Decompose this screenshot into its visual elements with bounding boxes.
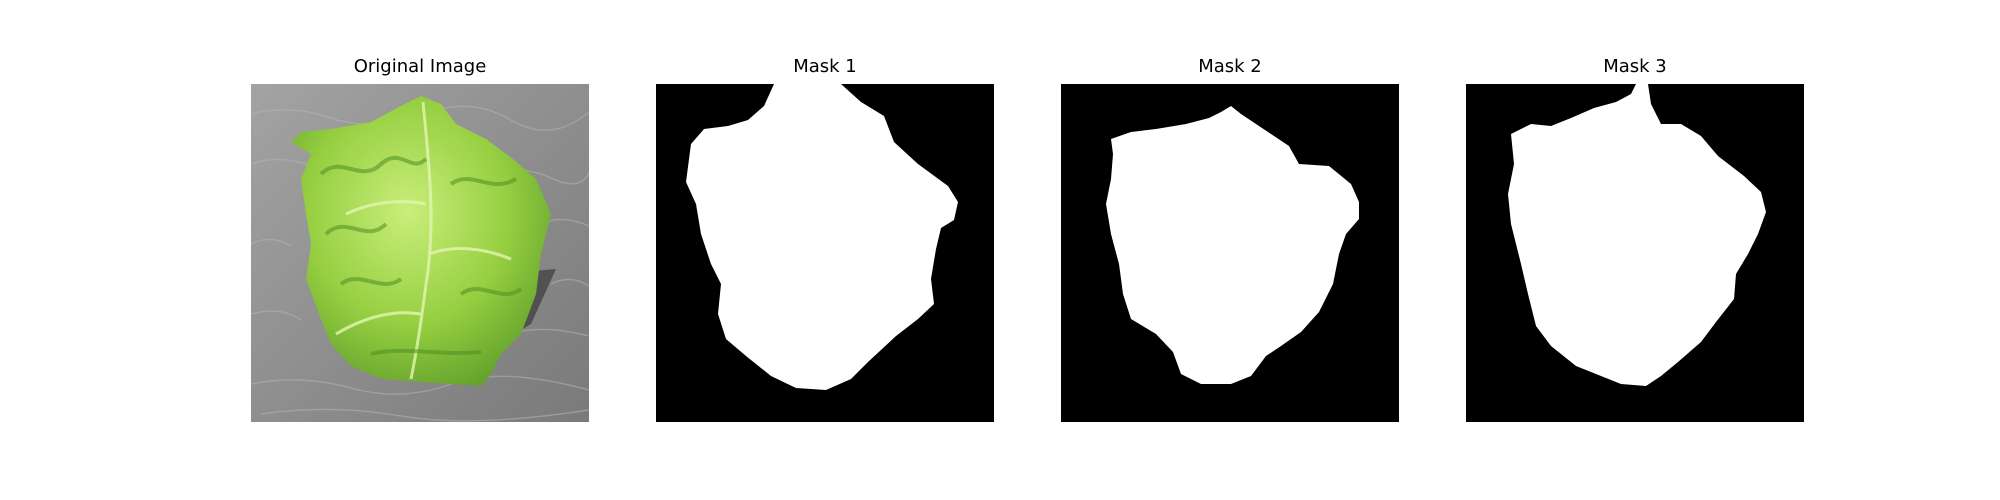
mask-region	[686, 84, 958, 390]
mask-region	[1106, 106, 1359, 384]
mask-3-image	[1466, 84, 1804, 422]
mask-2-image	[1061, 84, 1399, 422]
leaf-ridges	[319, 155, 523, 356]
mask-3-panel: Mask 3	[1466, 0, 1804, 440]
panel-title: Mask 1	[793, 56, 857, 77]
mask-2-panel: Mask 2	[1061, 0, 1399, 440]
original-image	[251, 84, 589, 422]
mask-1-panel: Mask 1	[656, 0, 994, 440]
leaf-veins	[335, 101, 512, 380]
panel-title: Mask 3	[1603, 56, 1667, 77]
mask-1-image	[656, 84, 994, 422]
panel-title: Mask 2	[1198, 56, 1262, 77]
original-image-panel: Original Image	[251, 0, 589, 440]
mask-region	[1508, 84, 1766, 386]
panel-title: Original Image	[353, 56, 487, 77]
